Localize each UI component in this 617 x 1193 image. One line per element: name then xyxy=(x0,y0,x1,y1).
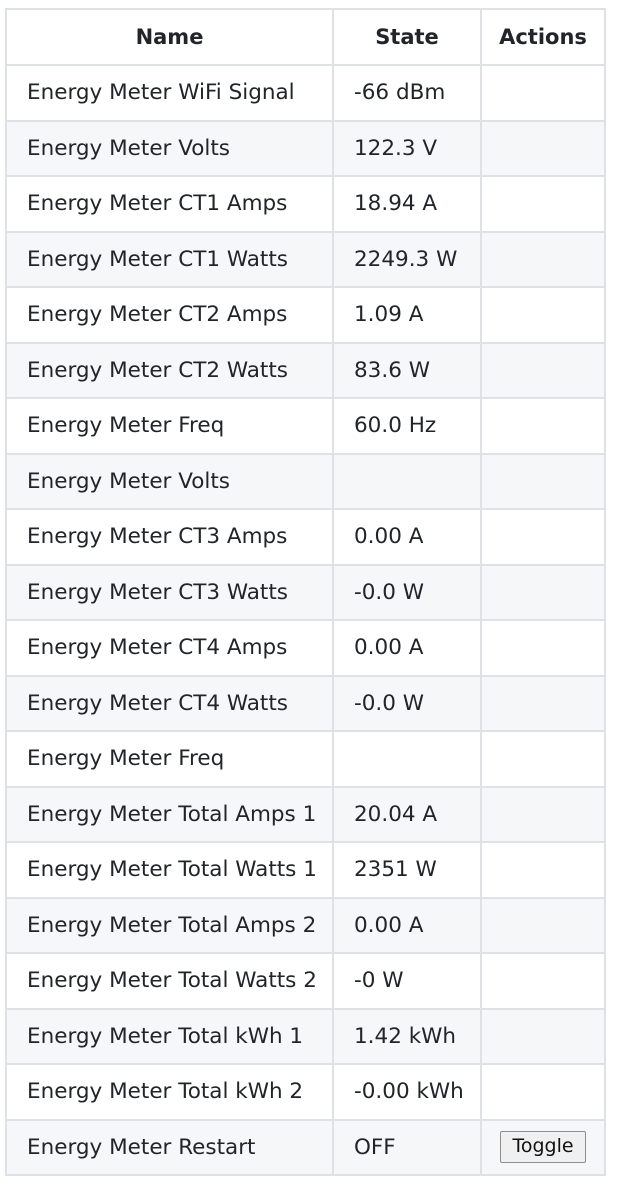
table-row: Energy Meter Volts xyxy=(5,452,606,510)
entity-name-cell: Energy Meter WiFi Signal xyxy=(5,64,334,122)
entity-actions-cell: Toggle xyxy=(480,1118,606,1176)
entity-name-cell: Energy Meter Total Watts 2 xyxy=(5,952,334,1010)
entity-actions-cell xyxy=(480,785,606,843)
entity-state-cell: 60.0 Hz xyxy=(332,397,482,455)
entity-state-cell: -0 W xyxy=(332,952,482,1010)
entity-name-cell: Energy Meter CT1 Watts xyxy=(5,230,334,288)
table-row: Energy Meter CT2 Watts 83.6 W xyxy=(5,341,606,399)
table-row: Energy Meter Restart OFF Toggle xyxy=(5,1118,606,1176)
table-row: Energy Meter CT3 Watts -0.0 W xyxy=(5,563,606,621)
toggle-button[interactable]: Toggle xyxy=(500,1131,586,1164)
entity-state-cell: 2249.3 W xyxy=(332,230,482,288)
entity-state-cell: -0.0 W xyxy=(332,563,482,621)
entity-name-cell: Energy Meter Restart xyxy=(5,1118,334,1176)
table-row: Energy Meter Freq 60.0 Hz xyxy=(5,397,606,455)
entity-actions-cell xyxy=(480,1007,606,1065)
entity-actions-cell xyxy=(480,452,606,510)
entity-state-cell: -0.00 kWh xyxy=(332,1063,482,1121)
entity-state-cell xyxy=(332,730,482,788)
entity-name-cell: Energy Meter CT4 Amps xyxy=(5,619,334,677)
entity-actions-cell xyxy=(480,1063,606,1121)
entity-table: Name State Actions Energy Meter WiFi Sig… xyxy=(5,8,606,1176)
entity-state-cell: 2351 W xyxy=(332,841,482,899)
entity-name-cell: Energy Meter Total kWh 2 xyxy=(5,1063,334,1121)
table-row: Energy Meter Total Amps 2 0.00 A xyxy=(5,896,606,954)
entity-name-cell: Energy Meter CT2 Amps xyxy=(5,286,334,344)
table-row: Energy Meter Volts 122.3 V xyxy=(5,119,606,177)
entity-state-cell xyxy=(332,452,482,510)
header-row: Name State Actions xyxy=(5,8,606,66)
table-row: Energy Meter CT1 Amps 18.94 A xyxy=(5,175,606,233)
table-body: Energy Meter WiFi Signal -66 dBm Energy Me… xyxy=(5,64,606,1176)
entity-name-cell: Energy Meter CT3 Watts xyxy=(5,563,334,621)
entity-state-cell: 20.04 A xyxy=(332,785,482,843)
entity-actions-cell xyxy=(480,674,606,732)
actions-column-header: Actions xyxy=(480,8,606,66)
table-header: Name State Actions xyxy=(5,8,606,66)
entity-name-cell: Energy Meter CT4 Watts xyxy=(5,674,334,732)
entity-name-cell: Energy Meter CT3 Amps xyxy=(5,508,334,566)
entity-state-cell: 0.00 A xyxy=(332,896,482,954)
entity-name-cell: Energy Meter Total Amps 2 xyxy=(5,896,334,954)
entity-table-container: Name State Actions Energy Meter WiFi Sig… xyxy=(5,8,606,1176)
table-row: Energy Meter Total kWh 1 1.42 kWh xyxy=(5,1007,606,1065)
entity-actions-cell xyxy=(480,730,606,788)
entity-name-cell: Energy Meter Total Watts 1 xyxy=(5,841,334,899)
entity-state-cell: -66 dBm xyxy=(332,64,482,122)
entity-state-cell: OFF xyxy=(332,1118,482,1176)
entity-actions-cell xyxy=(480,896,606,954)
entity-state-cell: 83.6 W xyxy=(332,341,482,399)
entity-state-cell: 18.94 A xyxy=(332,175,482,233)
entity-state-cell: 122.3 V xyxy=(332,119,482,177)
entity-actions-cell xyxy=(480,619,606,677)
entity-name-cell: Energy Meter Freq xyxy=(5,730,334,788)
entity-name-cell: Energy Meter Volts xyxy=(5,119,334,177)
entity-actions-cell xyxy=(480,841,606,899)
entity-actions-cell xyxy=(480,397,606,455)
entity-state-cell: 0.00 A xyxy=(332,508,482,566)
table-row: Energy Meter CT3 Amps 0.00 A xyxy=(5,508,606,566)
table-row: Energy Meter Freq xyxy=(5,730,606,788)
entity-actions-cell xyxy=(480,952,606,1010)
entity-state-cell: -0.0 W xyxy=(332,674,482,732)
name-column-header: Name xyxy=(5,8,334,66)
table-row: Energy Meter Total kWh 2 -0.00 kWh xyxy=(5,1063,606,1121)
table-row: Energy Meter CT2 Amps 1.09 A xyxy=(5,286,606,344)
entity-actions-cell xyxy=(480,119,606,177)
entity-actions-cell xyxy=(480,230,606,288)
entity-name-cell: Energy Meter Freq xyxy=(5,397,334,455)
entity-actions-cell xyxy=(480,286,606,344)
entity-name-cell: Energy Meter CT1 Amps xyxy=(5,175,334,233)
table-row: Energy Meter CT4 Amps 0.00 A xyxy=(5,619,606,677)
entity-name-cell: Energy Meter Total kWh 1 xyxy=(5,1007,334,1065)
table-row: Energy Meter CT4 Watts -0.0 W xyxy=(5,674,606,732)
table-row: Energy Meter Total Watts 1 2351 W xyxy=(5,841,606,899)
table-row: Energy Meter Total Watts 2 -0 W xyxy=(5,952,606,1010)
entity-actions-cell xyxy=(480,563,606,621)
entity-name-cell: Energy Meter CT2 Watts xyxy=(5,341,334,399)
entity-actions-cell xyxy=(480,175,606,233)
entity-state-cell: 1.09 A xyxy=(332,286,482,344)
entity-state-cell: 1.42 kWh xyxy=(332,1007,482,1065)
entity-name-cell: Energy Meter Total Amps 1 xyxy=(5,785,334,843)
entity-name-cell: Energy Meter Volts xyxy=(5,452,334,510)
entity-actions-cell xyxy=(480,341,606,399)
entity-actions-cell xyxy=(480,64,606,122)
table-row: Energy Meter Total Amps 1 20.04 A xyxy=(5,785,606,843)
state-column-header: State xyxy=(332,8,482,66)
table-row: Energy Meter CT1 Watts 2249.3 W xyxy=(5,230,606,288)
table-row: Energy Meter WiFi Signal -66 dBm xyxy=(5,64,606,122)
entity-actions-cell xyxy=(480,508,606,566)
entity-state-cell: 0.00 A xyxy=(332,619,482,677)
